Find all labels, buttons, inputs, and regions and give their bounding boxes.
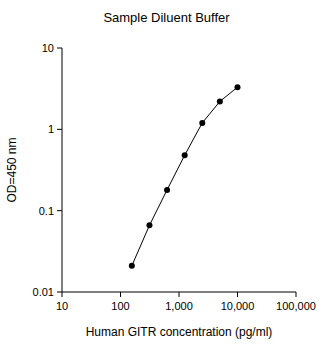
y-tick	[57, 48, 62, 49]
data-point	[199, 120, 205, 126]
y-tick-label: 0.01	[33, 286, 54, 298]
x-tick-label: 100,000	[276, 300, 316, 312]
y-tick	[57, 129, 62, 130]
chart-svg: Sample Diluent Buffer 0.01 0.1 1 10 10 100 1,00…	[0, 0, 333, 360]
plot-area	[129, 84, 241, 269]
y-tick	[57, 210, 62, 211]
x-tick-label: 100	[111, 300, 129, 312]
y-tick-label: 10	[42, 42, 54, 54]
data-point	[217, 98, 223, 104]
chart-container: Sample Diluent Buffer 0.01 0.1 1 10 10 100 1,00…	[0, 0, 333, 360]
data-point	[235, 84, 241, 90]
x-axis-title: Human GITR concentration (pg/ml)	[86, 325, 273, 339]
x-tick-label: 1,000	[165, 300, 193, 312]
x-tick	[179, 292, 180, 297]
y-tick-label: 1	[48, 123, 54, 135]
data-point	[164, 187, 170, 193]
x-tick-label: 10,000	[221, 300, 255, 312]
x-tick	[120, 292, 121, 297]
y-tick	[57, 292, 62, 293]
y-axis-title: OD=450 nm	[5, 137, 19, 202]
y-tick-label: 0.1	[39, 205, 54, 217]
x-tick	[237, 292, 238, 297]
data-line	[132, 87, 238, 266]
x-tick	[296, 292, 297, 297]
x-tick	[62, 292, 63, 297]
title: Sample Diluent Buffer	[103, 10, 230, 25]
x-tick-label: 10	[56, 300, 68, 312]
data-point	[182, 152, 188, 158]
data-point	[146, 222, 152, 228]
y-axis-line	[62, 48, 63, 292]
data-point	[129, 263, 135, 269]
